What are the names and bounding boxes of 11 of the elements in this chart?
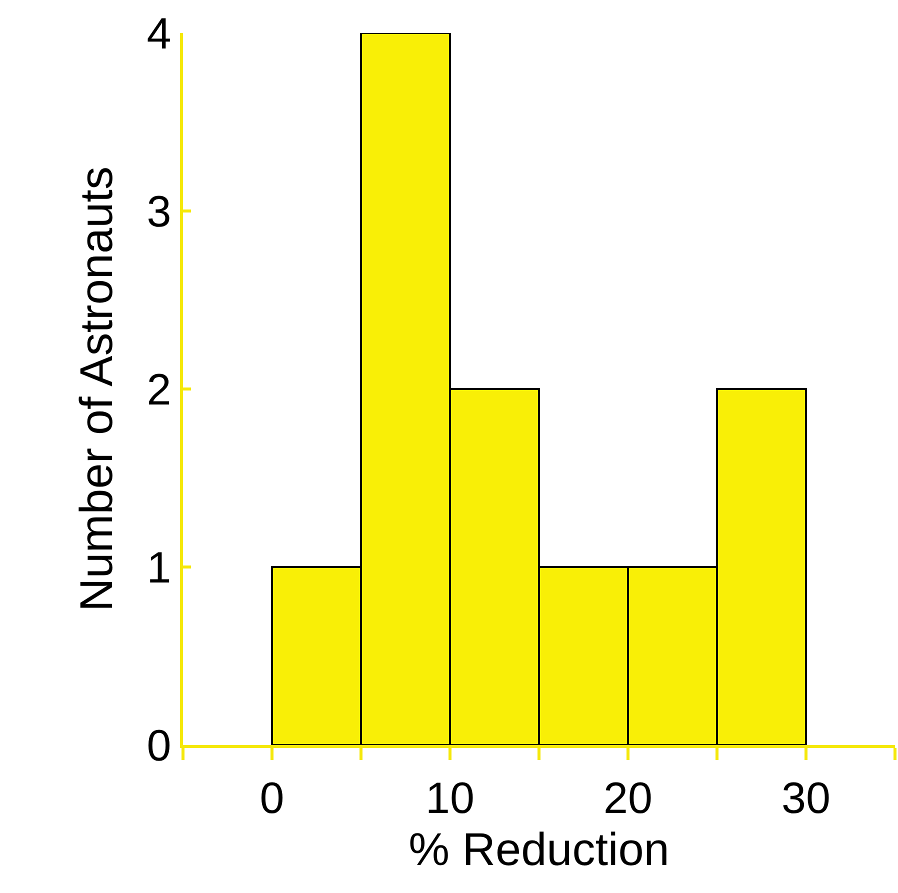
x-axis-title: % Reduction — [408, 822, 670, 875]
x-tick-label: 0 — [260, 774, 284, 823]
y-axis-title: Number of Astronauts — [70, 166, 122, 612]
x-tick-label: 10 — [426, 774, 474, 823]
y-tick-label: 4 — [146, 9, 172, 58]
x-tick-label: 20 — [604, 774, 652, 823]
y-tick-label: 1 — [146, 543, 172, 592]
y-tick-label: 0 — [146, 721, 172, 770]
y-tick-label: 2 — [146, 365, 172, 414]
x-tick-label: 30 — [782, 774, 830, 823]
y-tick-label: 3 — [146, 187, 172, 236]
